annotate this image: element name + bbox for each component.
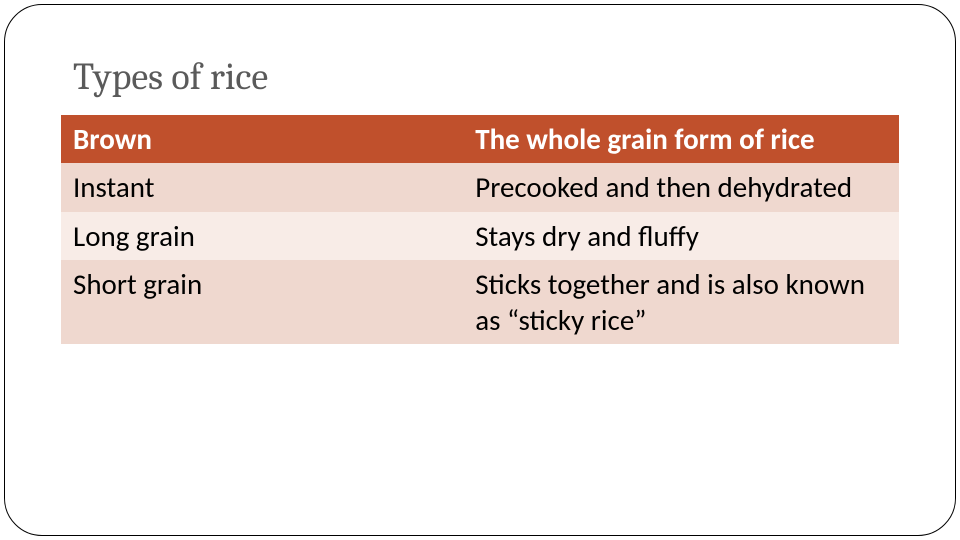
- cell-type: Short grain: [61, 260, 463, 345]
- rice-table: Brown The whole grain form of rice Insta…: [61, 115, 899, 344]
- table-row: Instant Precooked and then dehydrated: [61, 163, 899, 211]
- cell-desc: Sticks together and is also known as “st…: [463, 260, 899, 345]
- cell-type: Long grain: [61, 212, 463, 260]
- slide-title: Types of rice: [73, 55, 899, 99]
- table-row: Short grain Sticks together and is also …: [61, 260, 899, 345]
- cell-desc: Stays dry and fluffy: [463, 212, 899, 260]
- cell-desc: The whole grain form of rice: [463, 115, 899, 163]
- cell-desc: Precooked and then dehydrated: [463, 163, 899, 211]
- table-row: Long grain Stays dry and fluffy: [61, 212, 899, 260]
- table-row: Brown The whole grain form of rice: [61, 115, 899, 163]
- cell-type: Instant: [61, 163, 463, 211]
- cell-type: Brown: [61, 115, 463, 163]
- slide-frame: Types of rice Brown The whole grain form…: [4, 4, 956, 536]
